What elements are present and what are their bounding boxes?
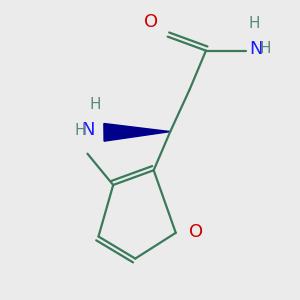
- Text: N: N: [249, 40, 263, 58]
- Text: H: H: [90, 97, 101, 112]
- Text: H: H: [74, 123, 85, 138]
- Polygon shape: [104, 124, 170, 141]
- Text: H: H: [260, 41, 271, 56]
- Text: H: H: [248, 16, 260, 31]
- Text: N: N: [81, 122, 95, 140]
- Text: O: O: [144, 13, 158, 31]
- Text: O: O: [189, 223, 203, 241]
